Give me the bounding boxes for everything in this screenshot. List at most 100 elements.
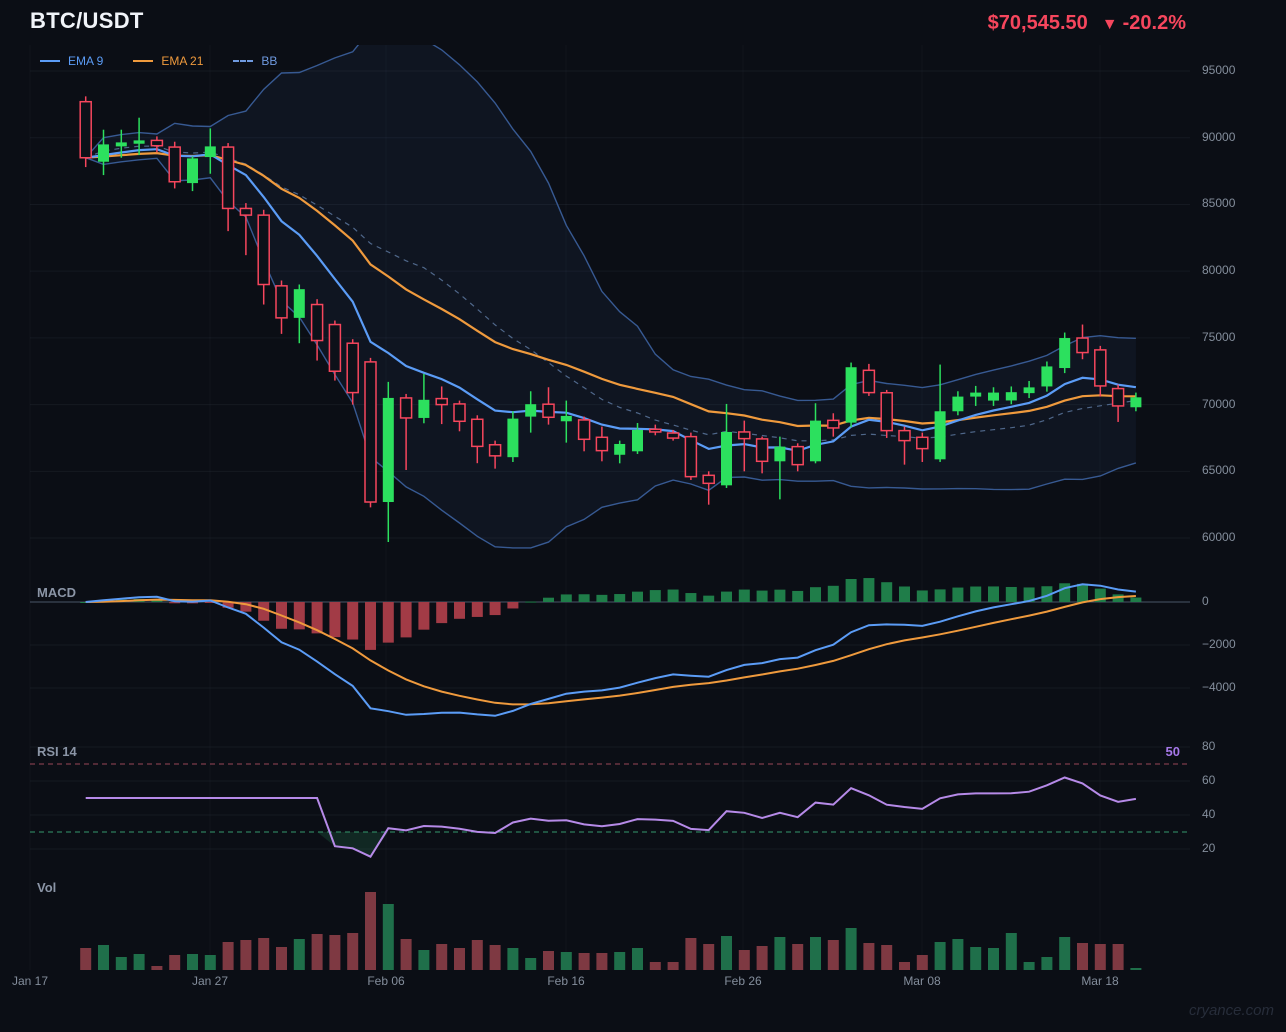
volume-bar	[881, 945, 893, 970]
macd-hist-bar	[436, 602, 448, 624]
volume-bar	[489, 945, 501, 970]
volume-bar	[916, 955, 928, 970]
candle-body	[187, 158, 198, 184]
volume-bar	[827, 940, 839, 970]
candle-body	[702, 474, 715, 485]
macd-hist-bar	[418, 602, 430, 630]
x-axis-date-label: Jan 17	[11, 974, 49, 988]
macd-hist-bar	[560, 594, 572, 602]
candle-body	[1130, 397, 1142, 408]
volume-bar	[988, 948, 999, 970]
macd-hist-bar	[756, 590, 768, 602]
candle-body	[364, 361, 377, 503]
volume-bar	[400, 939, 412, 970]
candle-body	[952, 396, 964, 412]
macd-hist-bar	[311, 602, 323, 634]
price-axis-tick-label: 85000	[1202, 196, 1236, 211]
rsi-panel-label: RSI 14	[37, 744, 77, 759]
candle-body	[239, 207, 253, 216]
candle-body	[310, 303, 324, 342]
macd-hist-bar	[347, 602, 359, 640]
volume-bar	[382, 904, 394, 970]
macd-hist-bar	[614, 594, 626, 602]
volume-bar	[578, 953, 590, 970]
macd-hist-bar	[169, 602, 181, 604]
rsi-axis-tick-label: 80	[1202, 739, 1216, 753]
price-readout: $70,545.50 ▼ -20.2%	[988, 12, 1186, 35]
volume-bar	[845, 928, 857, 970]
macd-hist-bar	[845, 578, 857, 602]
legend-item-ema9[interactable]: EMA 9	[40, 54, 103, 68]
macd-hist-bar	[1130, 597, 1142, 602]
watermark: cryance.com	[1188, 1002, 1274, 1019]
legend-item-bb[interactable]: BB	[233, 54, 277, 68]
candle-body	[988, 392, 999, 401]
candle-body	[293, 289, 305, 318]
macd-hist-bar	[810, 587, 821, 602]
candle-body	[827, 419, 840, 429]
volume-bar	[133, 954, 145, 970]
last-price: $70,545.50	[987, 12, 1088, 34]
candle-body	[1111, 387, 1125, 407]
x-axis-date-label: Feb 26	[724, 974, 762, 988]
vol-panel-label: Vol	[37, 880, 57, 895]
volume-bar	[667, 962, 679, 970]
candle-body	[168, 146, 181, 183]
rsi-axis-tick-label: 20	[1202, 841, 1216, 855]
x-axis-date-label: Feb 06	[367, 974, 405, 988]
candle-body	[257, 214, 270, 286]
macd-hist-bar	[632, 591, 643, 602]
macd-hist-bar	[507, 602, 519, 609]
macd-hist-bar	[151, 599, 163, 602]
macd-hist-bar	[738, 589, 750, 602]
volume-bar	[454, 948, 465, 970]
candle-body	[560, 415, 572, 422]
symbol-title: BTC/USDT	[30, 8, 144, 33]
candle-body	[614, 443, 626, 455]
macd-hist-bar	[382, 602, 394, 643]
legend-label-ema21: EMA 21	[161, 54, 204, 68]
volume-bar	[418, 950, 430, 970]
rsi-current-value: 50	[1165, 744, 1180, 759]
candle-body	[666, 432, 680, 439]
legend-label-bb: BB	[261, 54, 278, 68]
x-axis-date-label: Mar 18	[1081, 974, 1119, 988]
macd-hist-bar	[774, 589, 786, 602]
volume-bar	[632, 948, 643, 970]
volume-bar	[1094, 944, 1106, 970]
macd-hist-bar	[667, 589, 679, 602]
candle-body	[721, 431, 732, 486]
macd-axis-tick-label: −4000	[1202, 680, 1236, 694]
volume-bar	[792, 944, 804, 970]
candle-body	[1094, 349, 1107, 387]
volume-bar	[738, 950, 750, 970]
macd-panel-label: MACD	[37, 585, 76, 600]
volume-bar	[649, 962, 661, 970]
macd-hist-bar	[827, 585, 839, 602]
candle-body	[684, 435, 698, 478]
macd-hist-bar	[899, 586, 910, 602]
macd-axis-tick-label: 0	[1202, 594, 1209, 608]
macd-hist-bar	[703, 595, 715, 602]
candle-body	[880, 391, 893, 432]
triangle-down-icon: ▼	[1101, 16, 1118, 33]
bb-line-swatch-icon	[233, 60, 254, 62]
volume-bar	[810, 937, 821, 970]
volume-bar	[721, 936, 732, 970]
volume-bar	[115, 957, 127, 970]
candle-body	[1076, 337, 1089, 354]
candle-body	[275, 285, 288, 319]
volume-bar	[347, 933, 359, 970]
volume-bar	[543, 951, 554, 970]
macd-hist-bar	[80, 602, 92, 603]
candle-body	[435, 397, 448, 406]
legend-item-ema21[interactable]: EMA 21	[133, 54, 203, 68]
volume-bar	[187, 954, 198, 970]
candle-body	[898, 429, 911, 442]
macd-hist-bar	[685, 593, 697, 602]
price-axis-tick-label: 65000	[1202, 463, 1236, 478]
volume-bar	[365, 892, 376, 970]
macd-hist-bar	[204, 602, 216, 603]
